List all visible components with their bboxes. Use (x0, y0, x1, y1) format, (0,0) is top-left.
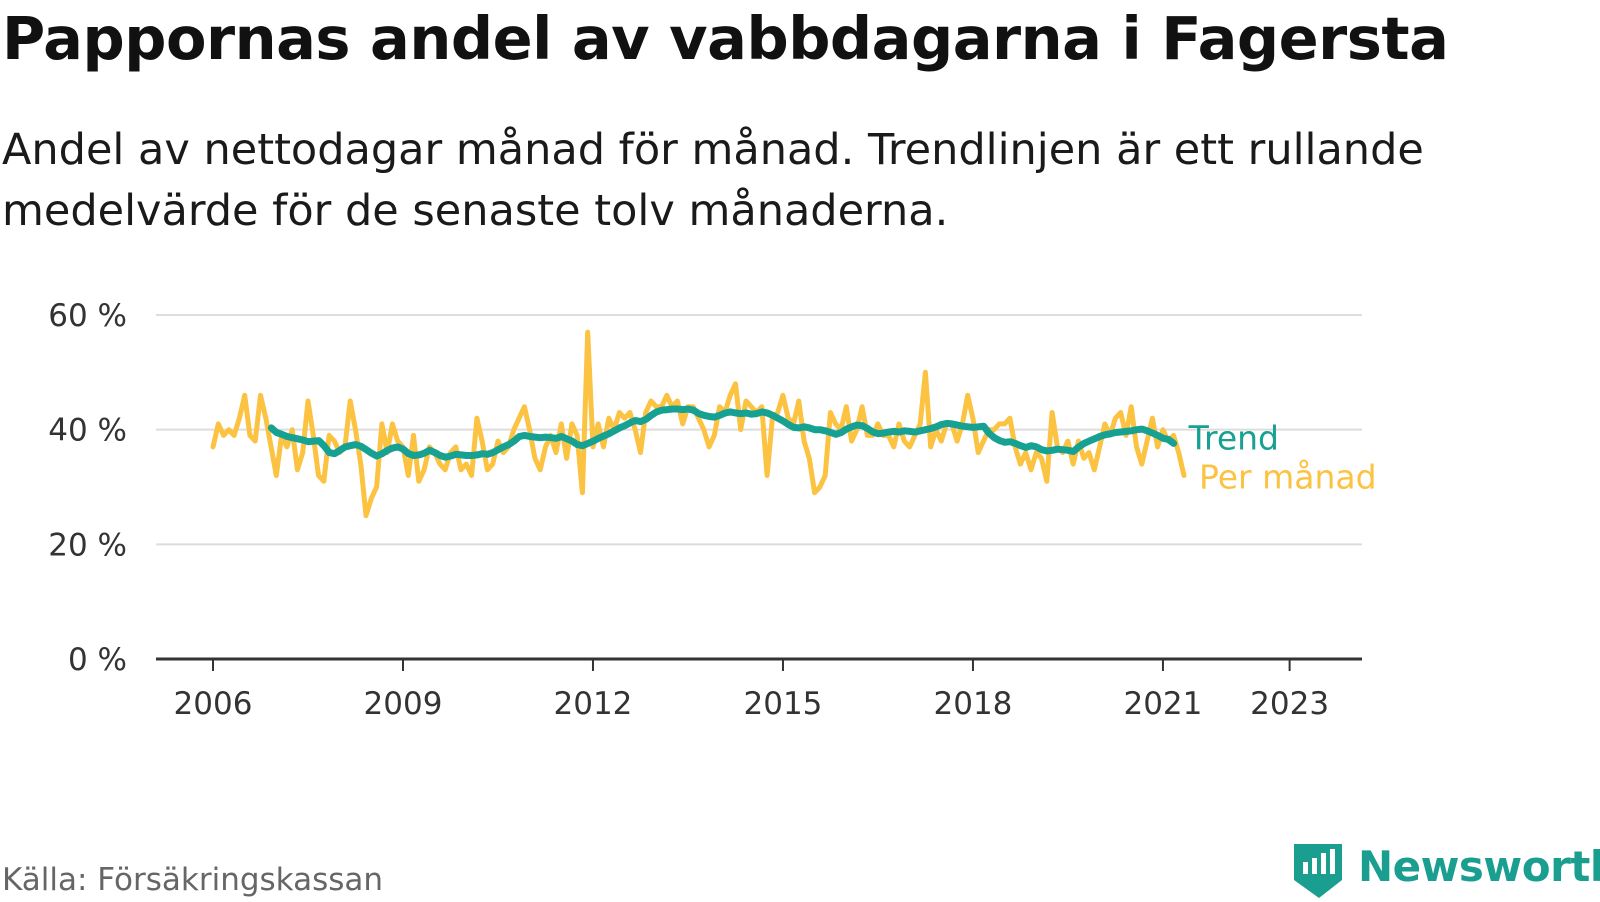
chart-subtitle: Andel av nettodagar månad för månad. Tre… (2, 125, 1424, 236)
x-tick-label: 2015 (744, 686, 823, 722)
x-tick-label: 2018 (934, 686, 1013, 722)
x-tick-label: 2006 (174, 686, 253, 722)
newsworthy-chart-logo-icon (1294, 844, 1342, 898)
line-chart: 0 % 20 % 40 % 60 % 2006 2009 2012 2015 2018 2021… (48, 298, 1377, 722)
series-line-per-manad (210, 329, 1187, 519)
y-tick-label: 20 % (48, 527, 127, 563)
x-tick-label: 2021 (1123, 686, 1202, 722)
y-tick-label: 40 % (48, 413, 127, 449)
x-tick-label: 2012 (554, 686, 633, 722)
legend-label-per-manad: Per månad (1199, 458, 1377, 497)
y-axis-ticks: 0 % 20 % 40 % 60 % (48, 298, 127, 678)
brand-name: Newsworthy (1358, 842, 1600, 891)
gridlines (156, 314, 1362, 661)
x-axis-ticks: 2006 2009 2012 2015 2018 2021 2023 (174, 659, 1329, 722)
x-tick-label: 2009 (364, 686, 443, 722)
y-tick-label: 60 % (48, 298, 127, 334)
legend-label-trend: Trend (1188, 418, 1279, 457)
x-tick-label: 2023 (1250, 686, 1329, 722)
chart-title: Pappornas andel av vabbdagarna i Fagerst… (2, 4, 1449, 73)
series-line-trend (267, 405, 1178, 461)
series-lines (210, 329, 1187, 519)
y-tick-label: 0 % (68, 642, 127, 678)
source-note: Källa: Försäkringskassan (2, 862, 384, 898)
